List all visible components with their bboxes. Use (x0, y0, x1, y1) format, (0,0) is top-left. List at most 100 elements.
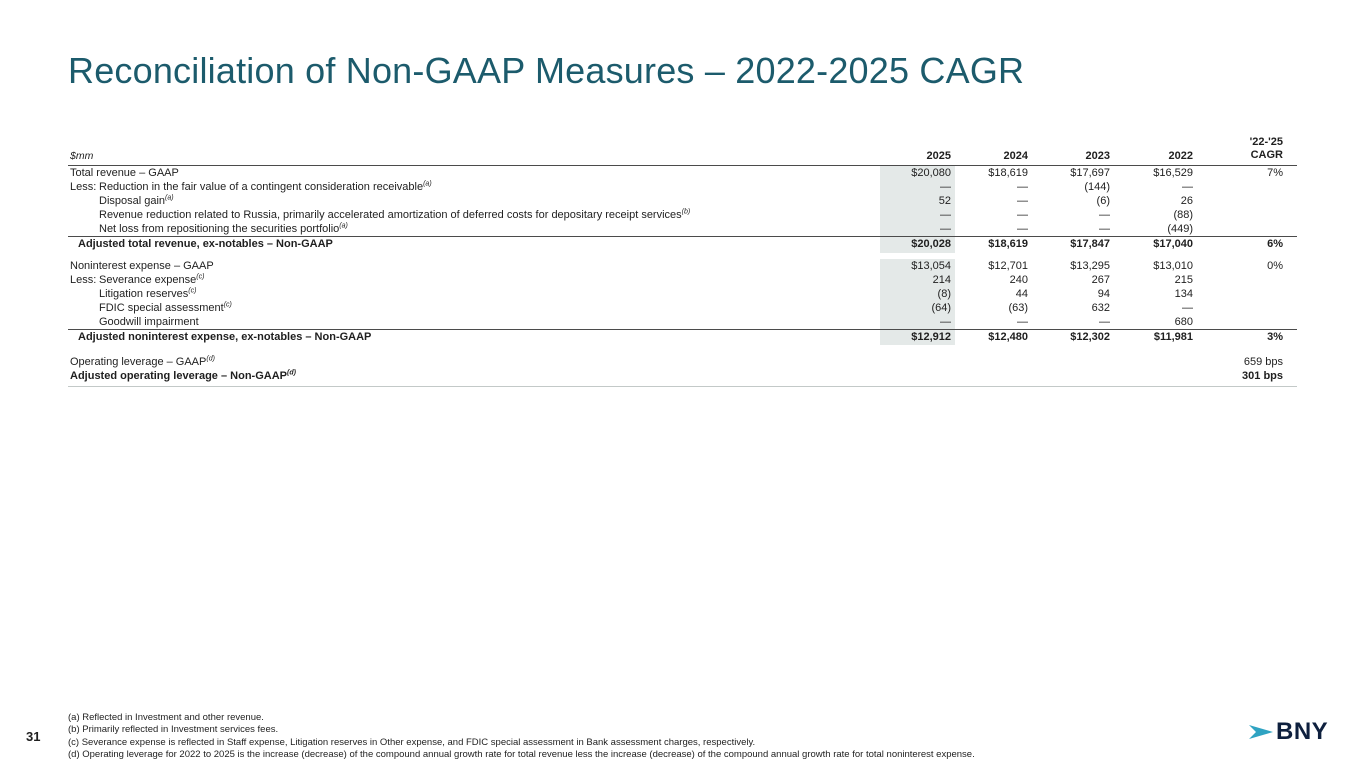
cagr-cell: 7% (1267, 167, 1283, 179)
value-cell: — (1182, 181, 1193, 193)
value-cell: 267 (1091, 273, 1110, 286)
footnote-b: (b) Primarily reflected in Investment se… (68, 724, 279, 736)
revenue-section: Total revenue – GAAP $20,080 $18,619 $17,69… (68, 165, 1297, 253)
cagr-header-line2: CAGR (1250, 149, 1283, 161)
table-row: Goodwill impairment — — — 680 (68, 314, 1297, 330)
table-header-row: $mm 2025 2024 2023 2022 '22-'25 CAGR (68, 136, 1297, 166)
unit-label: $mm (70, 150, 94, 162)
table-row: Litigation reserves(c) (8) 44 94 134 (68, 286, 1297, 301)
table-row: Disposal gain(a) 52— (6) 26 (68, 194, 1297, 208)
row-label-text: Adjusted noninterest expense, ex-notable… (78, 330, 372, 343)
footnote-marker: (c) (188, 286, 197, 294)
expense-section: Noninterest expense – GAAP $13,054 $12,701… (68, 258, 1297, 345)
bny-logo: BNY (1249, 718, 1328, 746)
row-label-text: Goodwill impairment (99, 315, 199, 328)
table-row: FDIC special assessment(c) (64) (63) 632— (68, 300, 1297, 315)
row-label-text: Noninterest expense – GAAP (70, 259, 214, 272)
value-cell: $20,080 (880, 165, 955, 180)
row-label-text: Reduction in the fair value of a conting… (99, 181, 424, 193)
value-cell (1114, 351, 1197, 369)
cagr-cell (1197, 180, 1297, 194)
row-label: Litigation reserves(c) (68, 287, 880, 301)
value-cell: $13,010 (1153, 259, 1193, 272)
table-row: Adjusted total revenue, ex-notables – No… (68, 236, 1297, 253)
value-cell: — (1017, 223, 1028, 235)
table-row: Less: Reduction in the fair value of a co… (68, 180, 1297, 194)
row-label: Disposal gain(a) (68, 194, 880, 208)
footnote-marker: (d) (206, 355, 215, 363)
value-cell: $16,529 (1153, 167, 1193, 179)
table-row: Revenue reduction related to Russia, pri… (68, 208, 1297, 222)
value-cell: $18,619 (988, 167, 1028, 179)
table-row: Net loss from repositioning the securiti… (68, 222, 1297, 237)
value-cell: 214 (880, 272, 955, 287)
footnote-marker: (c) (196, 272, 205, 280)
value-cell: — (880, 222, 955, 237)
value-cell: $12,701 (988, 259, 1028, 272)
less-prefix: Less: (70, 273, 97, 286)
value-cell: 52 (880, 194, 955, 208)
reconciliation-table: $mm 2025 2024 2023 2022 '22-'25 CAGR Tota… (68, 136, 1297, 387)
value-cell: — (1099, 209, 1110, 221)
leverage-section: Operating leverage – GAAP(d) 659 bps Adjus… (68, 351, 1297, 387)
row-label-text: Adjusted operating leverage – Non-GAAP (70, 370, 287, 382)
col-header-2024: 2024 (955, 136, 1032, 166)
value-cell: $17,847 (1032, 236, 1114, 253)
value-cell: (63) (1008, 301, 1028, 314)
value-cell: — (1017, 181, 1028, 193)
row-label: Total revenue – GAAP (68, 166, 880, 181)
value-cell: — (880, 180, 955, 194)
footnotes: (a) Reflected in Investment and other re… (68, 712, 975, 762)
value-cell: — (1017, 315, 1028, 328)
value-cell: (449) (1167, 223, 1193, 235)
cagr-cell (1197, 208, 1297, 222)
value-cell (955, 369, 1032, 387)
table-row: Adjusted noninterest expense, ex-notable… (68, 328, 1297, 345)
value-cell: (64) (880, 300, 955, 315)
col-header-2022: 2022 (1114, 136, 1197, 166)
row-label: Less: Severance expense(c) (68, 273, 880, 287)
value-cell: $13,054 (880, 258, 955, 273)
cagr-cell (1197, 301, 1297, 315)
value-cell: — (1099, 315, 1110, 328)
row-label: Adjusted noninterest expense, ex-notable… (68, 328, 880, 345)
col-header-cagr: '22-'25 CAGR (1197, 136, 1297, 166)
footnote-d: (d) Operating leverage for 2022 to 2025 … (68, 749, 975, 761)
value-cell: $13,295 (1070, 259, 1110, 272)
page-title: Reconciliation of Non-GAAP Measures – 20… (68, 50, 1025, 91)
unit-label-cell: $mm (68, 136, 880, 166)
row-label: Noninterest expense – GAAP (68, 259, 880, 273)
footnote-marker: (a) (339, 222, 348, 230)
cagr-cell (1197, 287, 1297, 301)
footnote-marker: (d) (286, 369, 296, 377)
cagr-cell (1197, 194, 1297, 208)
table-row: Less: Severance expense(c) 214 240 267 215 (68, 272, 1297, 287)
value-cell: $20,028 (880, 236, 955, 253)
footnote-c: (c) Severance expense is reflected in St… (68, 736, 756, 748)
value-cell: $17,697 (1070, 167, 1110, 179)
value-cell: 134 (1174, 287, 1193, 300)
cagr-cell: 301 bps (1197, 369, 1297, 387)
value-cell (880, 351, 955, 369)
footnote-marker: (b) (681, 208, 691, 216)
value-cell: $18,619 (955, 236, 1032, 253)
value-cell: $11,981 (1114, 328, 1197, 345)
value-cell: 215 (1174, 273, 1193, 286)
row-label: Adjusted total revenue, ex-notables – No… (68, 236, 880, 253)
page-number: 31 (26, 729, 41, 744)
row-label: Goodwill impairment (68, 315, 880, 330)
value-cell (955, 351, 1032, 369)
reconciliation-table-container: $mm 2025 2024 2023 2022 '22-'25 CAGR Tota… (68, 136, 1297, 387)
footnote-marker: (a) (423, 180, 432, 188)
row-label-text: Adjusted total revenue, ex-notables – No… (78, 238, 333, 251)
row-label-text: FDIC special assessment (99, 301, 224, 314)
footnote-marker: (c) (223, 300, 232, 308)
table-row: Total revenue – GAAP $20,080 $18,619 $17,69… (68, 165, 1297, 181)
value-cell: — (880, 314, 955, 329)
value-cell: $12,912 (880, 328, 955, 345)
value-cell: 632 (1091, 301, 1110, 314)
value-cell: (144) (1084, 181, 1110, 193)
cagr-cell (1197, 273, 1297, 287)
value-cell: 240 (1009, 273, 1028, 286)
